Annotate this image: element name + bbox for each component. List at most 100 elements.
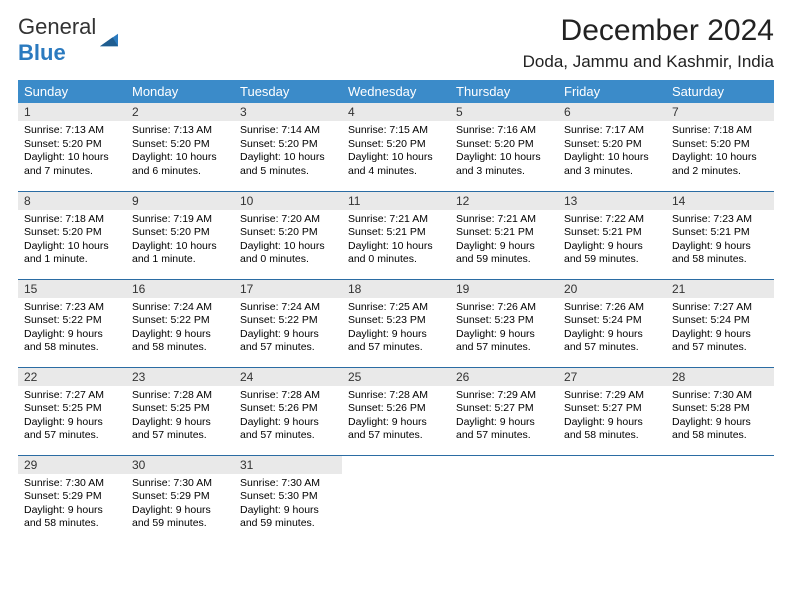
calendar-day-cell: [558, 455, 666, 543]
logo-word-2: Blue: [18, 40, 66, 65]
day-number: 9: [126, 192, 234, 210]
day-number: 15: [18, 280, 126, 298]
day-number: 28: [666, 368, 774, 386]
sunset-text: Sunset: 5:25 PM: [132, 402, 228, 416]
daylight-text: Daylight: 10 hours and 3 minutes.: [456, 151, 552, 178]
day-details: Sunrise: 7:28 AMSunset: 5:25 PMDaylight:…: [126, 386, 234, 448]
day-number: 18: [342, 280, 450, 298]
calendar-week-row: 15 Sunrise: 7:23 AM Sunset: 5:22 PM Dayligh…: [18, 279, 774, 367]
sunset-text: Sunset: 5:30 PM: [240, 490, 336, 504]
sunrise-text: Sunrise: 7:28 AM: [132, 389, 228, 403]
weekday-header: Tuesday: [234, 80, 342, 103]
day-number: 30: [126, 456, 234, 474]
calendar-week-row: 29Sunrise: 7:30 AMSunset: 5:29 PMDayligh…: [18, 455, 774, 543]
sunset-text: Sunset: 5:23 PM: [456, 314, 552, 328]
day-number: 31: [234, 456, 342, 474]
daylight-text: Daylight: 9 hours and 58 minutes.: [672, 240, 768, 267]
weekday-header: Friday: [558, 80, 666, 103]
day-number: 7: [666, 103, 774, 121]
sunset-text: Sunset: 5:21 PM: [348, 226, 444, 240]
calendar-day-cell: 8Sunrise: 7:18 AMSunset: 5:20 PMDaylight…: [18, 191, 126, 279]
weekday-row: Sunday Monday Tuesday Wednesday Thursday…: [18, 80, 774, 103]
sunrise-text: Sunrise: 7:23 AM: [24, 301, 120, 315]
calendar-day-cell: 28Sunrise: 7:30 AMSunset: 5:28 PMDayligh…: [666, 367, 774, 455]
day-number: 26: [450, 368, 558, 386]
daylight-text: Daylight: 9 hours and 58 minutes.: [564, 416, 660, 443]
calendar-week-row: 8Sunrise: 7:18 AMSunset: 5:20 PMDaylight…: [18, 191, 774, 279]
day-number: 1: [18, 103, 126, 121]
calendar-day-cell: 30Sunrise: 7:30 AMSunset: 5:29 PMDayligh…: [126, 455, 234, 543]
day-details: Sunrise: 7:16 AMSunset: 5:20 PMDaylight:…: [450, 121, 558, 183]
sunset-text: Sunset: 5:22 PM: [132, 314, 228, 328]
day-number: 2: [126, 103, 234, 121]
daylight-text: Daylight: 9 hours and 59 minutes.: [456, 240, 552, 267]
calendar-day-cell: [342, 455, 450, 543]
sunset-text: Sunset: 5:20 PM: [456, 138, 552, 152]
day-details: Sunrise: 7:13 AMSunset: 5:20 PMDaylight:…: [126, 121, 234, 183]
daylight-text: Daylight: 10 hours and 4 minutes.: [348, 151, 444, 178]
calendar-day-cell: 12Sunrise: 7:21 AMSunset: 5:21 PMDayligh…: [450, 191, 558, 279]
calendar-day-cell: 16Sunrise: 7:24 AMSunset: 5:22 PMDayligh…: [126, 279, 234, 367]
sunset-text: Sunset: 5:20 PM: [132, 226, 228, 240]
sunrise-text: Sunrise: 7:17 AM: [564, 124, 660, 138]
day-details: Sunrise: 7:24 AMSunset: 5:22 PMDaylight:…: [126, 298, 234, 360]
sunset-text: Sunset: 5:20 PM: [24, 138, 120, 152]
daylight-text: Daylight: 9 hours and 59 minutes.: [240, 504, 336, 531]
daylight-text: Daylight: 9 hours and 57 minutes.: [456, 416, 552, 443]
calendar-day-cell: 21Sunrise: 7:27 AMSunset: 5:24 PMDayligh…: [666, 279, 774, 367]
daylight-text: Daylight: 9 hours and 57 minutes.: [240, 328, 336, 355]
daylight-text: Daylight: 9 hours and 57 minutes.: [240, 416, 336, 443]
calendar-day-cell: 24Sunrise: 7:28 AMSunset: 5:26 PMDayligh…: [234, 367, 342, 455]
day-details: Sunrise: 7:20 AMSunset: 5:20 PMDaylight:…: [234, 210, 342, 272]
day-details: Sunrise: 7:28 AMSunset: 5:26 PMDaylight:…: [234, 386, 342, 448]
sunrise-text: Sunrise: 7:30 AM: [24, 477, 120, 491]
month-title: December 2024: [523, 14, 774, 48]
day-details: Sunrise: 7:21 AMSunset: 5:21 PMDaylight:…: [450, 210, 558, 272]
day-number: 19: [450, 280, 558, 298]
sunset-text: Sunset: 5:21 PM: [672, 226, 768, 240]
sunset-text: Sunset: 5:20 PM: [564, 138, 660, 152]
calendar-day-cell: [666, 455, 774, 543]
day-details: Sunrise: 7:29 AMSunset: 5:27 PMDaylight:…: [450, 386, 558, 448]
day-details: Sunrise: 7:21 AMSunset: 5:21 PMDaylight:…: [342, 210, 450, 272]
sunrise-text: Sunrise: 7:28 AM: [348, 389, 444, 403]
day-details: Sunrise: 7:22 AMSunset: 5:21 PMDaylight:…: [558, 210, 666, 272]
calendar-day-cell: 23Sunrise: 7:28 AMSunset: 5:25 PMDayligh…: [126, 367, 234, 455]
sunset-text: Sunset: 5:24 PM: [672, 314, 768, 328]
daylight-text: Daylight: 10 hours and 0 minutes.: [240, 240, 336, 267]
weekday-header: Thursday: [450, 80, 558, 103]
weekday-header: Monday: [126, 80, 234, 103]
calendar-day-cell: 14Sunrise: 7:23 AMSunset: 5:21 PMDayligh…: [666, 191, 774, 279]
sunrise-text: Sunrise: 7:24 AM: [240, 301, 336, 315]
day-number: 25: [342, 368, 450, 386]
sunrise-text: Sunrise: 7:16 AM: [456, 124, 552, 138]
logo: General Blue: [18, 14, 118, 66]
day-details: Sunrise: 7:28 AMSunset: 5:26 PMDaylight:…: [342, 386, 450, 448]
daylight-text: Daylight: 9 hours and 57 minutes.: [456, 328, 552, 355]
calendar-day-cell: 22Sunrise: 7:27 AMSunset: 5:25 PMDayligh…: [18, 367, 126, 455]
header: General Blue December 2024 Doda, Jammu a…: [18, 14, 774, 72]
sunset-text: Sunset: 5:25 PM: [24, 402, 120, 416]
day-details: Sunrise: 7:27 AMSunset: 5:24 PMDaylight:…: [666, 298, 774, 360]
daylight-text: Daylight: 10 hours and 2 minutes.: [672, 151, 768, 178]
day-details: Sunrise: 7:30 AMSunset: 5:29 PMDaylight:…: [126, 474, 234, 536]
day-number: 27: [558, 368, 666, 386]
sunrise-text: Sunrise: 7:29 AM: [456, 389, 552, 403]
sunrise-text: Sunrise: 7:18 AM: [24, 213, 120, 227]
calendar-day-cell: 25Sunrise: 7:28 AMSunset: 5:26 PMDayligh…: [342, 367, 450, 455]
day-number: 12: [450, 192, 558, 210]
daylight-text: Daylight: 9 hours and 57 minutes.: [672, 328, 768, 355]
sunset-text: Sunset: 5:23 PM: [348, 314, 444, 328]
day-details: Sunrise: 7:25 AMSunset: 5:23 PMDaylight:…: [342, 298, 450, 360]
calendar-day-cell: 17Sunrise: 7:24 AMSunset: 5:22 PMDayligh…: [234, 279, 342, 367]
calendar-day-cell: 5Sunrise: 7:16 AMSunset: 5:20 PMDaylight…: [450, 103, 558, 191]
calendar-day-cell: 7Sunrise: 7:18 AMSunset: 5:20 PMDaylight…: [666, 103, 774, 191]
day-details: Sunrise: 7:15 AMSunset: 5:20 PMDaylight:…: [342, 121, 450, 183]
day-details: Sunrise: 7:30 AMSunset: 5:29 PMDaylight:…: [18, 474, 126, 536]
sunset-text: Sunset: 5:21 PM: [456, 226, 552, 240]
calendar-day-cell: 20Sunrise: 7:26 AMSunset: 5:24 PMDayligh…: [558, 279, 666, 367]
calendar-day-cell: 11Sunrise: 7:21 AMSunset: 5:21 PMDayligh…: [342, 191, 450, 279]
day-number: 3: [234, 103, 342, 121]
day-details: Sunrise: 7:24 AMSunset: 5:22 PMDaylight:…: [234, 298, 342, 360]
day-number: 23: [126, 368, 234, 386]
